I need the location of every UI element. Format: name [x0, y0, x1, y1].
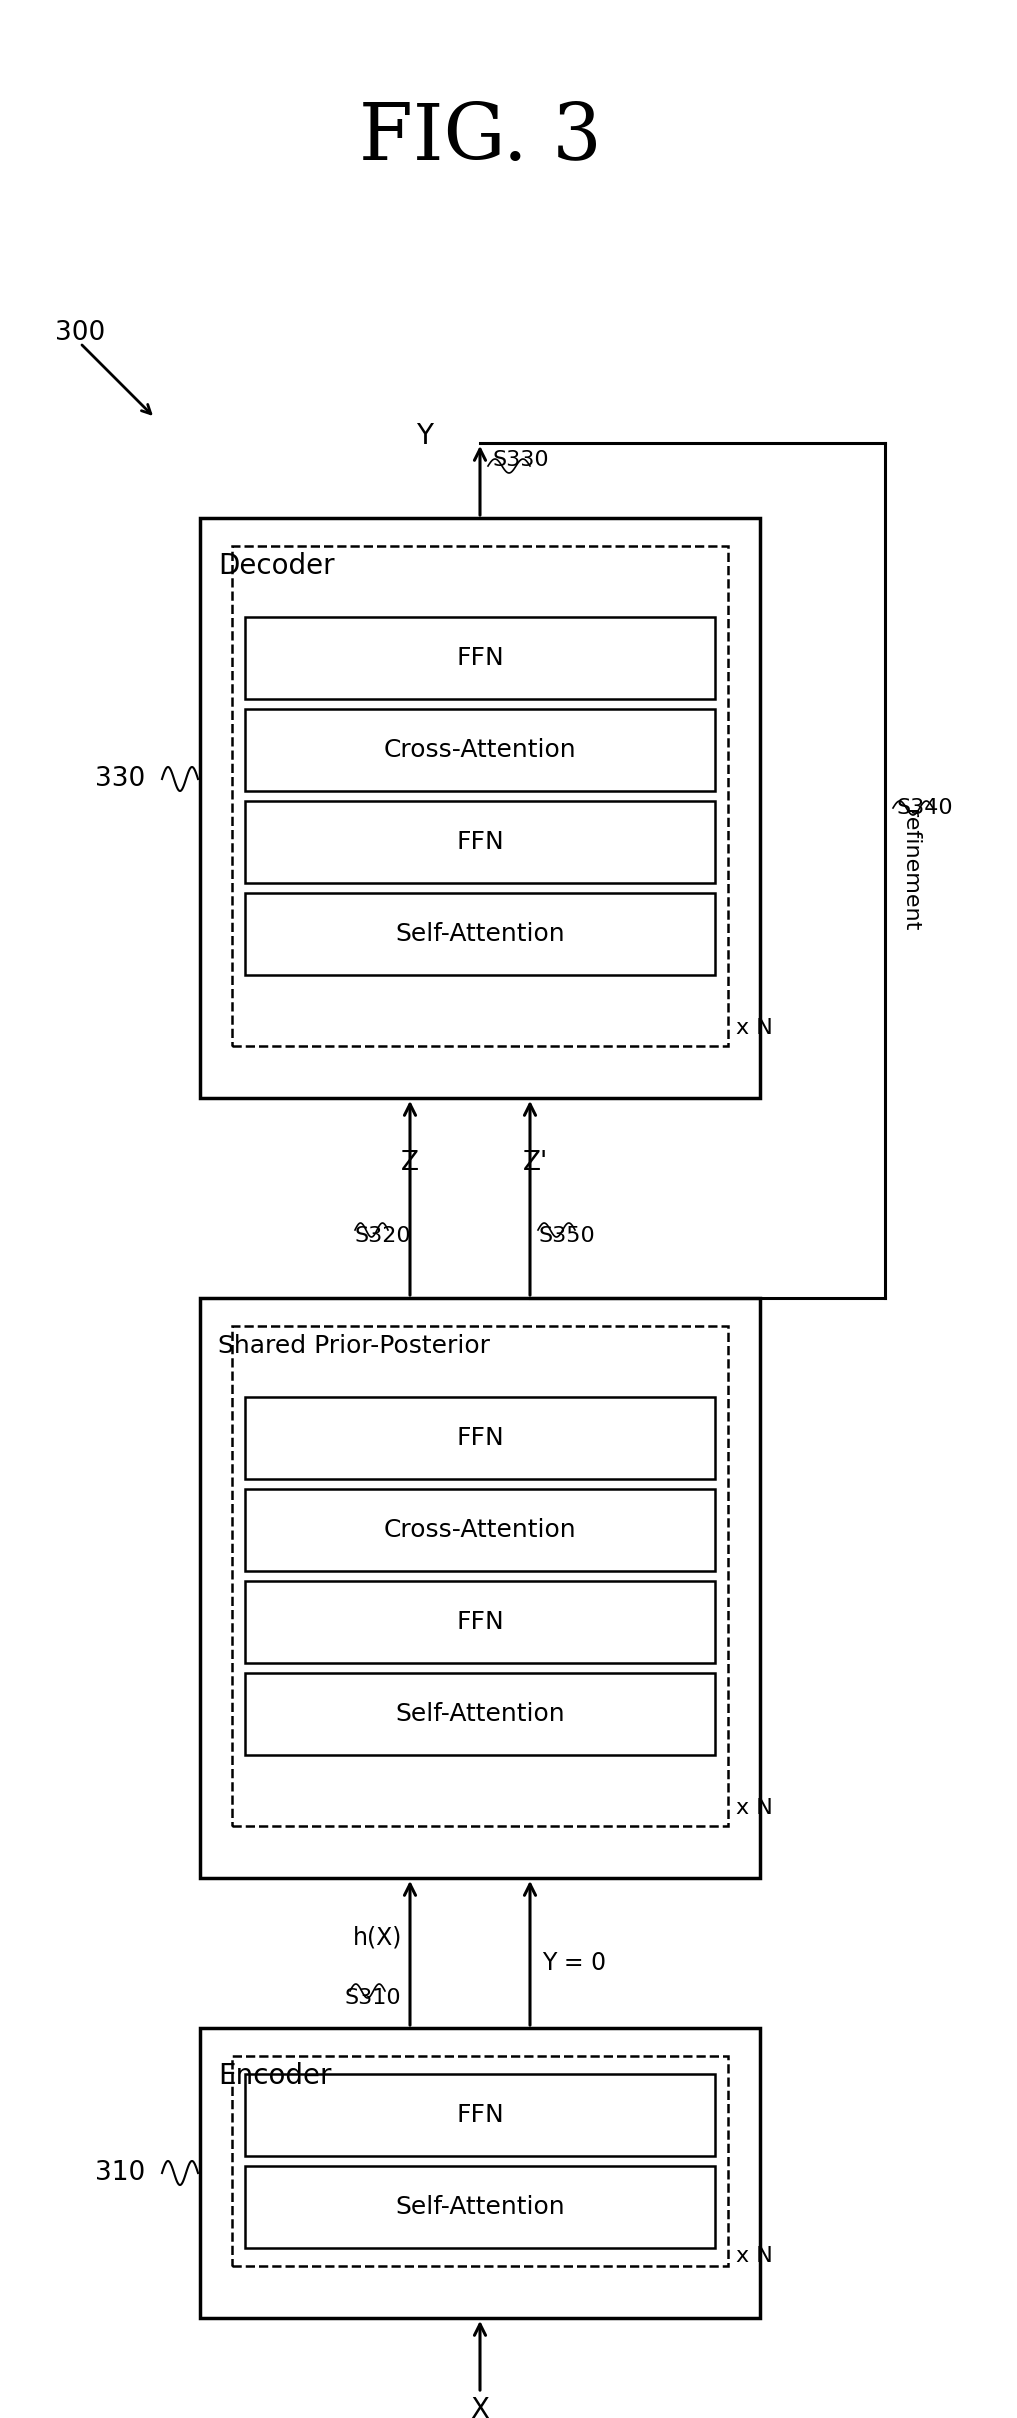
Text: x N: x N	[736, 1799, 773, 1818]
Text: Cross-Attention: Cross-Attention	[383, 737, 577, 762]
Text: x N: x N	[736, 1018, 773, 1037]
Text: S320: S320	[355, 1226, 412, 1245]
Text: Encoder: Encoder	[218, 2063, 332, 2089]
Text: FFN: FFN	[457, 1610, 503, 1635]
Text: Self-Attention: Self-Attention	[396, 921, 564, 945]
Text: Self-Attention: Self-Attention	[396, 2196, 564, 2220]
Text: Y: Y	[417, 423, 433, 450]
Text: S350: S350	[538, 1226, 595, 1245]
Text: S310: S310	[345, 1988, 402, 2007]
Text: 300: 300	[55, 319, 105, 346]
Bar	[232, 1325, 728, 1826]
Bar	[245, 800, 715, 883]
Bar	[245, 708, 715, 791]
Bar	[200, 1298, 760, 1879]
Bar	[200, 517, 760, 1098]
Bar	[245, 1673, 715, 1755]
Text: 330: 330	[95, 767, 145, 793]
Bar	[245, 617, 715, 699]
Bar	[245, 2167, 715, 2249]
Text: Self-Attention: Self-Attention	[396, 1702, 564, 1726]
Text: S330: S330	[492, 450, 548, 469]
Text: FFN: FFN	[457, 829, 503, 854]
Text: refinement: refinement	[900, 810, 920, 931]
Text: X: X	[471, 2396, 489, 2418]
Bar	[245, 1581, 715, 1664]
Text: h(X): h(X)	[353, 1927, 402, 1949]
Text: Y = 0: Y = 0	[542, 1951, 606, 1976]
Bar	[245, 1398, 715, 1480]
Bar	[200, 2029, 760, 2319]
Bar	[245, 1489, 715, 1572]
Text: 310: 310	[95, 2159, 145, 2186]
Text: FFN: FFN	[457, 2104, 503, 2128]
Text: S340: S340	[897, 798, 954, 817]
Text: Decoder: Decoder	[218, 551, 335, 580]
Text: Shared Prior-Posterior: Shared Prior-Posterior	[218, 1335, 490, 1359]
Text: FFN: FFN	[457, 646, 503, 670]
Bar	[232, 2055, 728, 2266]
Text: FIG. 3: FIG. 3	[359, 99, 601, 177]
Text: Cross-Attention: Cross-Attention	[383, 1519, 577, 1543]
Text: x N: x N	[736, 2246, 773, 2266]
Text: FFN: FFN	[457, 1427, 503, 1451]
Text: Z: Z	[401, 1151, 419, 1175]
Bar	[245, 892, 715, 974]
Bar	[245, 2075, 715, 2157]
Bar	[232, 546, 728, 1047]
Text: Z': Z'	[523, 1151, 547, 1175]
